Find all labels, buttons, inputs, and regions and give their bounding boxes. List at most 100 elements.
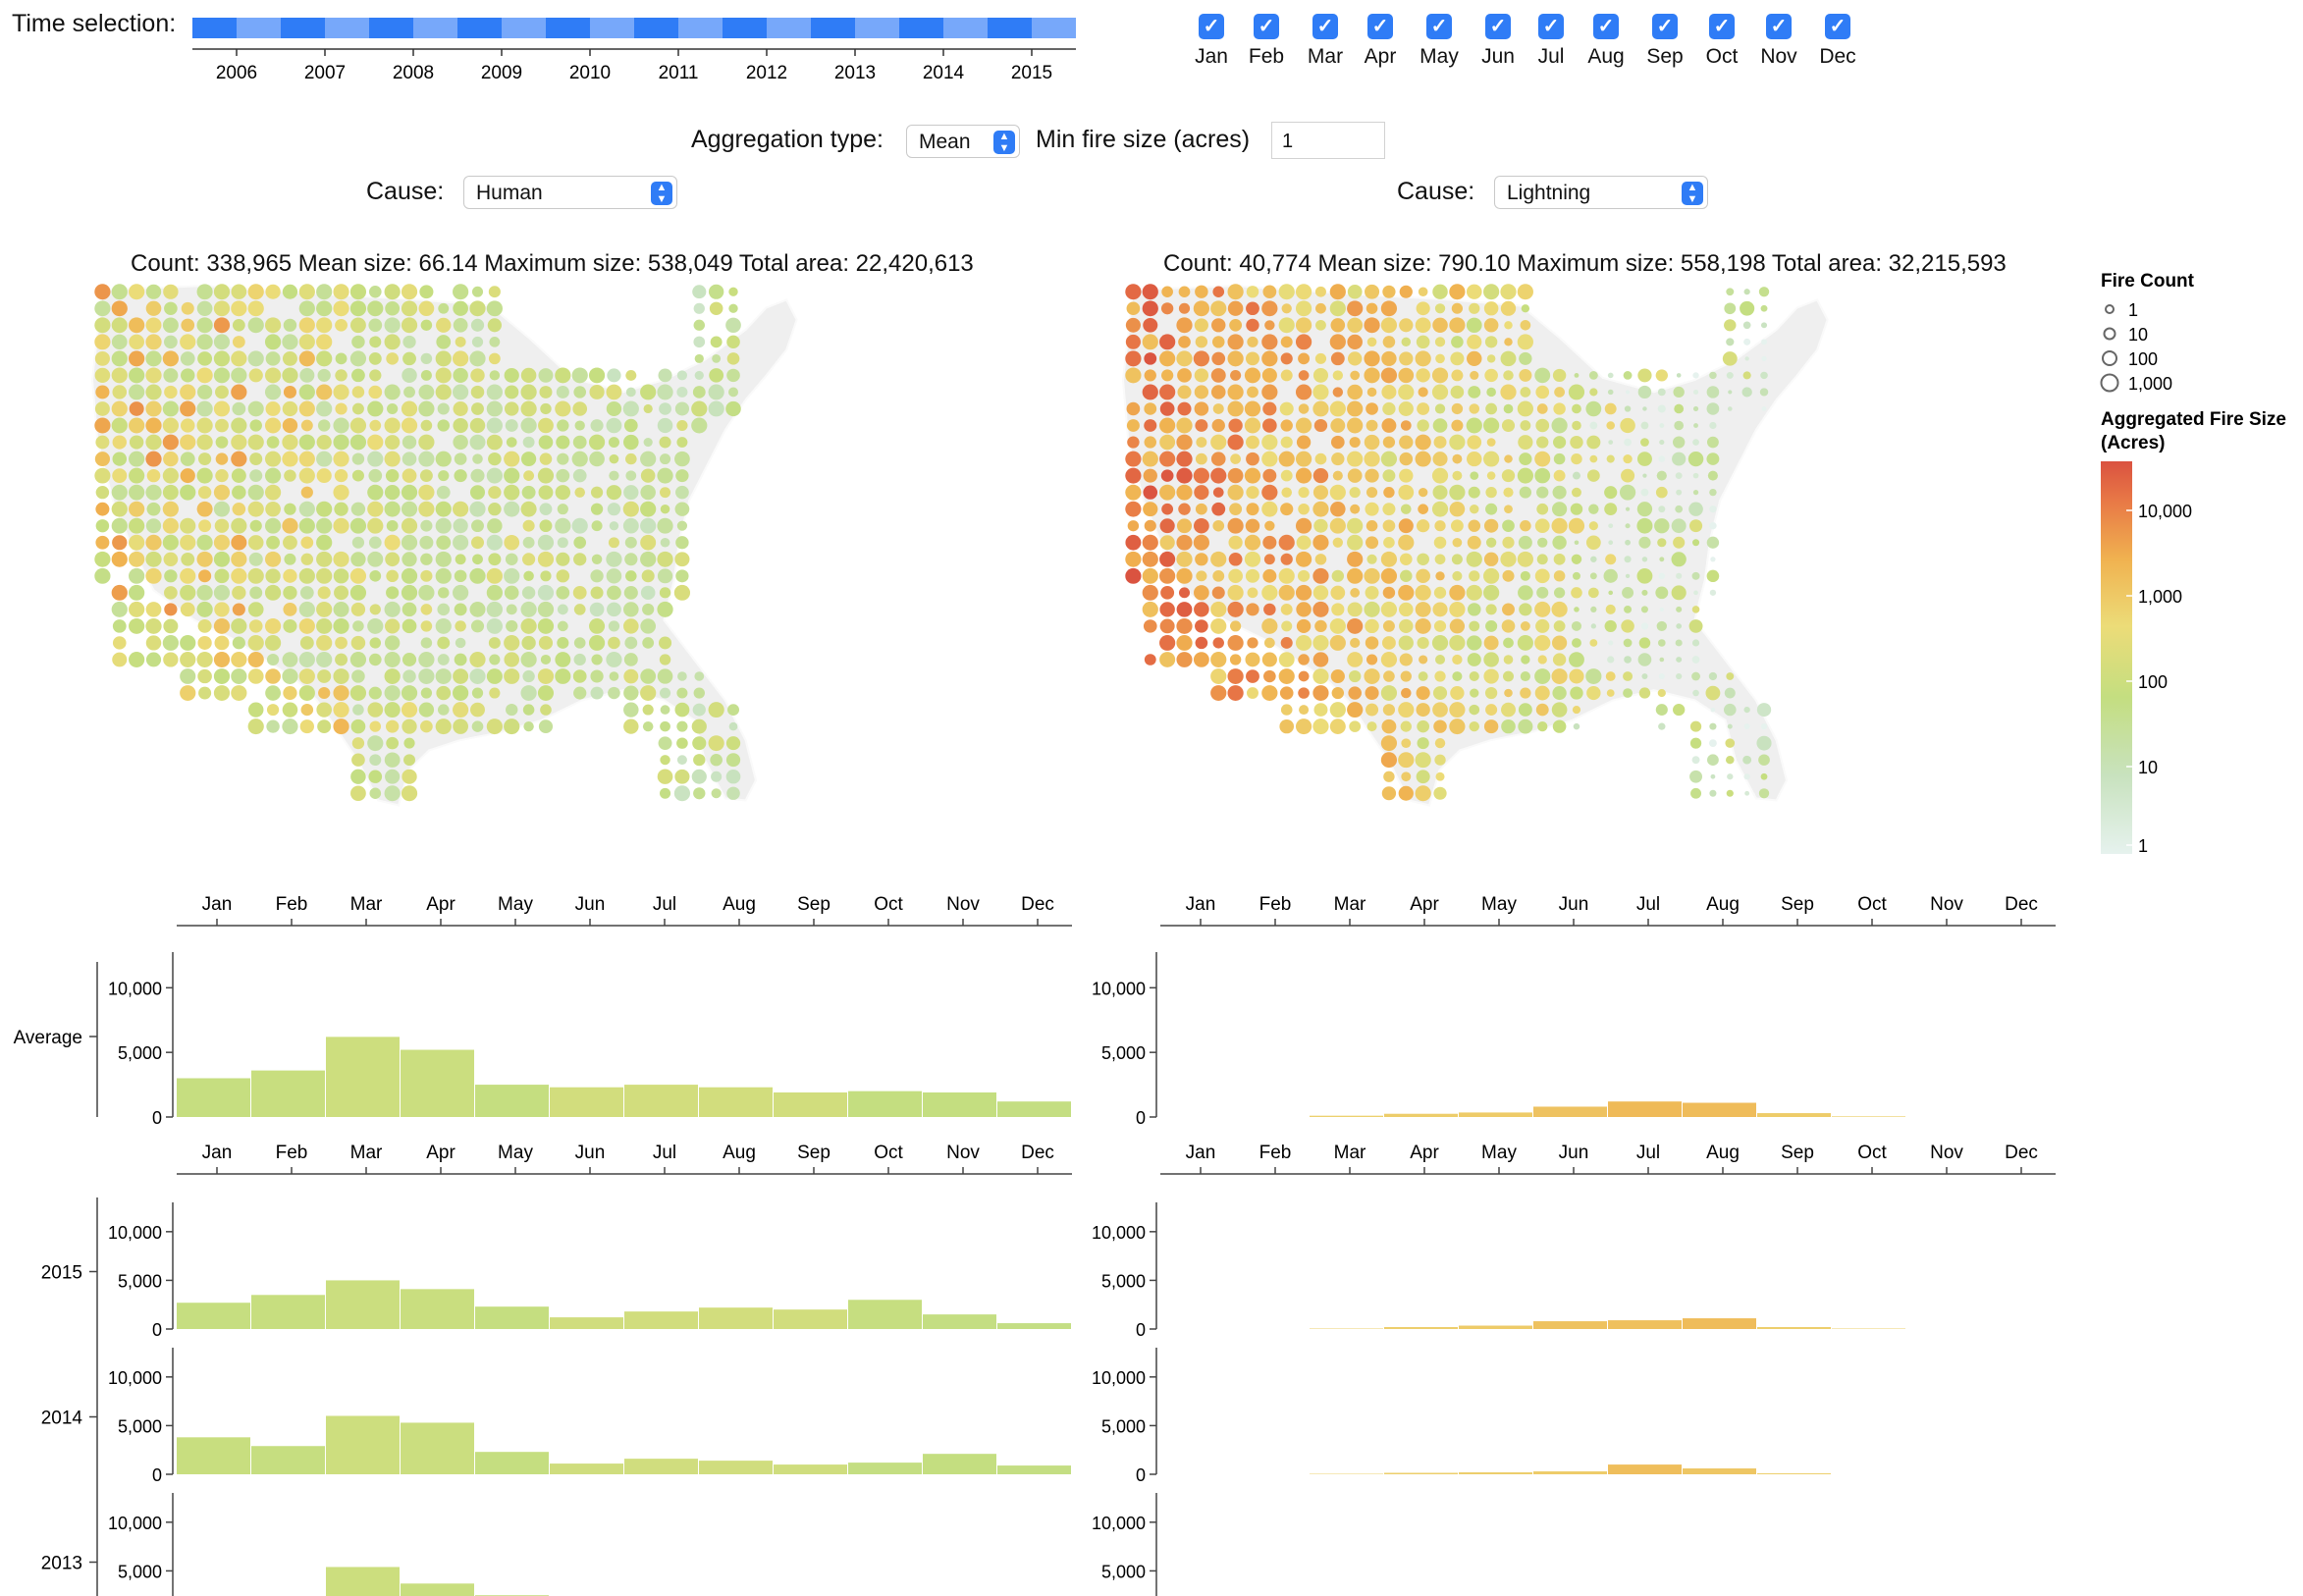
bar-aug[interactable] <box>699 1307 773 1329</box>
bar-apr[interactable] <box>1384 1472 1458 1474</box>
bar-jan[interactable] <box>177 1437 250 1474</box>
time-brush-segment[interactable] <box>723 18 767 38</box>
bar-oct[interactable] <box>848 1463 922 1474</box>
bar-sep[interactable] <box>1757 1113 1831 1117</box>
time-brush-segment[interactable] <box>943 18 988 38</box>
time-brush-segment[interactable] <box>457 18 502 38</box>
bar-may[interactable] <box>475 1452 549 1474</box>
month-checkbox-may[interactable]: ✓ May <box>1413 14 1466 69</box>
bar-dec[interactable] <box>997 1323 1071 1329</box>
bar-jun[interactable] <box>1533 1106 1607 1117</box>
left-cause-select[interactable]: Human ▲ ▼ <box>463 176 677 209</box>
time-brush-segment[interactable] <box>237 18 281 38</box>
bar-may[interactable] <box>475 1306 549 1329</box>
month-checkbox-nov[interactable]: ✓ Nov <box>1752 14 1805 69</box>
time-selection-brush[interactable] <box>192 18 1076 38</box>
bar-jun[interactable] <box>1533 1471 1607 1474</box>
checkmark-icon[interactable]: ✓ <box>1312 14 1338 39</box>
bar-jun[interactable] <box>550 1463 623 1474</box>
bar-jul[interactable] <box>624 1085 698 1117</box>
bar-sep[interactable] <box>774 1309 847 1329</box>
month-checkbox-sep[interactable]: ✓ Sep <box>1638 14 1691 69</box>
checkmark-icon[interactable]: ✓ <box>1766 14 1792 39</box>
bar-apr[interactable] <box>401 1422 474 1474</box>
time-brush-segment[interactable] <box>899 18 943 38</box>
bar-mar[interactable] <box>326 1280 400 1329</box>
bar-aug[interactable] <box>699 1461 773 1474</box>
time-brush-segment[interactable] <box>502 18 546 38</box>
bar-apr[interactable] <box>1384 1113 1458 1117</box>
bar-mar[interactable] <box>326 1415 400 1475</box>
month-checkbox-feb[interactable]: ✓ Feb <box>1240 14 1293 69</box>
month-checkbox-mar[interactable]: ✓ Mar <box>1299 14 1352 69</box>
bar-mar[interactable] <box>1310 1115 1383 1117</box>
bar-may[interactable] <box>1459 1112 1532 1117</box>
month-checkbox-jun[interactable]: ✓ Jun <box>1472 14 1525 69</box>
bar-aug[interactable] <box>699 1087 773 1117</box>
bar-nov[interactable] <box>923 1454 996 1474</box>
bar-sep[interactable] <box>1757 1327 1831 1329</box>
time-brush-segment[interactable] <box>325 18 369 38</box>
checkmark-icon[interactable]: ✓ <box>1593 14 1619 39</box>
checkmark-icon[interactable]: ✓ <box>1652 14 1678 39</box>
time-brush-segment[interactable] <box>192 18 237 38</box>
bar-apr[interactable] <box>401 1049 474 1117</box>
bar-jun[interactable] <box>1533 1321 1607 1329</box>
min-fire-size-input[interactable]: 1 <box>1271 122 1385 159</box>
time-brush-segment[interactable] <box>281 18 325 38</box>
month-checkbox-dec[interactable]: ✓ Dec <box>1811 14 1864 69</box>
bar-jun[interactable] <box>550 1317 623 1329</box>
bar-feb[interactable] <box>251 1295 325 1329</box>
bar-nov[interactable] <box>923 1314 996 1329</box>
bar-sep[interactable] <box>1757 1473 1831 1474</box>
time-brush-segment[interactable] <box>811 18 855 38</box>
checkmark-icon[interactable]: ✓ <box>1825 14 1850 39</box>
bar-oct[interactable] <box>848 1300 922 1329</box>
time-brush-segment[interactable] <box>590 18 634 38</box>
bar-mar[interactable] <box>326 1567 400 1596</box>
bar-sep[interactable] <box>774 1464 847 1474</box>
right-cause-select[interactable]: Lightning ▲ ▼ <box>1494 176 1708 209</box>
bar-dec[interactable] <box>997 1101 1071 1117</box>
bar-dec[interactable] <box>997 1465 1071 1474</box>
right-fire-map[interactable] <box>1119 280 2081 869</box>
bar-apr[interactable] <box>401 1583 474 1596</box>
time-brush-segment[interactable] <box>369 18 413 38</box>
time-brush-segment[interactable] <box>1032 18 1076 38</box>
bar-may[interactable] <box>475 1085 549 1117</box>
bar-may[interactable] <box>1459 1472 1532 1474</box>
bar-jul[interactable] <box>1608 1101 1682 1117</box>
checkmark-icon[interactable]: ✓ <box>1199 14 1224 39</box>
bar-aug[interactable] <box>1683 1102 1756 1117</box>
bar-oct[interactable] <box>1832 1116 1905 1117</box>
bar-feb[interactable] <box>251 1070 325 1117</box>
bar-sep[interactable] <box>774 1091 847 1117</box>
aggregation-type-select[interactable]: Mean ▲ ▼ <box>906 125 1020 158</box>
time-brush-segment[interactable] <box>678 18 723 38</box>
left-fire-map[interactable] <box>88 280 1050 869</box>
bar-jun[interactable] <box>550 1087 623 1117</box>
bar-apr[interactable] <box>401 1289 474 1329</box>
bar-aug[interactable] <box>1683 1468 1756 1474</box>
bar-mar[interactable] <box>326 1037 400 1117</box>
bar-jul[interactable] <box>1608 1464 1682 1474</box>
bar-jan[interactable] <box>177 1078 250 1118</box>
time-brush-segment[interactable] <box>634 18 678 38</box>
month-checkbox-jul[interactable]: ✓ Jul <box>1525 14 1578 69</box>
time-brush-segment[interactable] <box>413 18 457 38</box>
month-checkbox-jan[interactable]: ✓ Jan <box>1185 14 1238 69</box>
bar-jul[interactable] <box>1608 1320 1682 1329</box>
month-checkbox-apr[interactable]: ✓ Apr <box>1354 14 1407 69</box>
bar-oct[interactable] <box>848 1091 922 1117</box>
month-checkbox-oct[interactable]: ✓ Oct <box>1695 14 1748 69</box>
checkmark-icon[interactable]: ✓ <box>1485 14 1511 39</box>
checkmark-icon[interactable]: ✓ <box>1709 14 1735 39</box>
month-checkbox-aug[interactable]: ✓ Aug <box>1580 14 1633 69</box>
bar-may[interactable] <box>1459 1325 1532 1329</box>
bar-feb[interactable] <box>251 1446 325 1474</box>
bar-apr[interactable] <box>1384 1327 1458 1329</box>
checkmark-icon[interactable]: ✓ <box>1254 14 1279 39</box>
bar-jan[interactable] <box>177 1303 250 1329</box>
time-brush-segment[interactable] <box>988 18 1032 38</box>
time-brush-segment[interactable] <box>855 18 899 38</box>
